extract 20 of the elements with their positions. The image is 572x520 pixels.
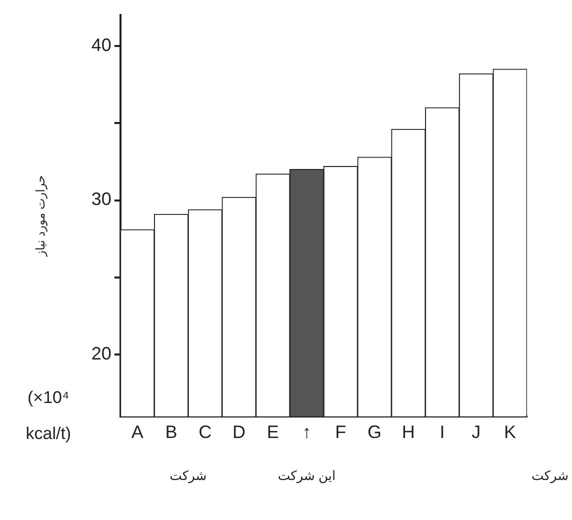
x-tick-label: H	[402, 422, 415, 442]
text: (×10⁴ kcal/t)	[26, 388, 72, 444]
x-tick-label: I	[440, 422, 445, 442]
x-tick-label: K	[504, 422, 516, 442]
x-tick-label: B	[165, 422, 178, 442]
x-tick-label: ↑	[302, 422, 312, 442]
text: شرکت	[170, 468, 207, 484]
y-axis-title: حرارت مورد نیاز	[34, 175, 48, 258]
y-tick-label: 40	[91, 34, 112, 55]
y-tick-label: 30	[91, 189, 112, 210]
x-tick-label: D	[232, 422, 246, 442]
text: این شرکت	[278, 468, 336, 484]
x-tick-label: A	[131, 422, 144, 442]
x-tick-label: E	[266, 422, 279, 442]
x-tick-label: J	[472, 422, 481, 442]
y-tick-label: 20	[91, 344, 112, 364]
x-tick-label: G	[368, 422, 382, 442]
x-tick-label: C	[198, 422, 212, 442]
text: شرکت	[531, 468, 569, 484]
x-tick-label: F	[335, 422, 346, 442]
